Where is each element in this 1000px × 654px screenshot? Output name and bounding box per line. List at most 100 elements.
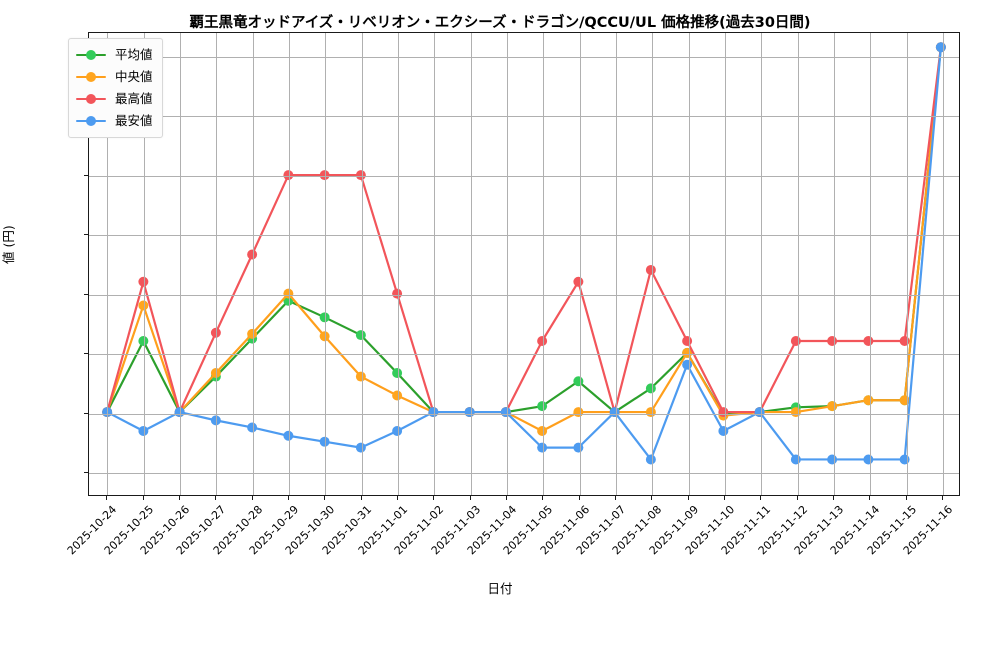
legend-marker-icon [76,115,106,127]
x-tick-mark [578,496,580,500]
x-tick-mark [832,496,834,500]
gridline-horizontal [89,473,959,475]
data-point [319,331,330,342]
gridline-horizontal [89,235,959,237]
legend-label: 最高値 [115,90,153,106]
series-line [106,46,942,416]
data-point [283,430,294,441]
x-tick-mark [614,496,616,500]
gridline-vertical [179,33,181,495]
data-point [609,407,620,418]
data-point [210,327,221,338]
data-point [319,312,330,323]
y-axis-label: 値 (円) [1,225,16,264]
data-point [827,336,838,346]
y-tick-mark [84,174,88,176]
x-tick-mark [505,496,507,500]
data-point [682,359,693,370]
plot-area [88,32,960,496]
gridline-horizontal [89,56,959,58]
data-point [682,347,693,358]
legend-label: 最安値 [115,112,153,128]
legend-label: 平均値 [115,46,153,62]
x-tick-mark [469,496,471,500]
data-point [537,426,548,437]
y-tick-mark [84,293,88,295]
legend-item-3[interactable]: 最安値 [76,110,153,132]
data-point [790,336,801,346]
gridline-vertical [615,33,617,495]
data-point [863,336,874,346]
x-tick-mark [142,496,144,500]
data-point [138,300,149,311]
data-point [718,426,729,437]
legend-item-1[interactable]: 中央値 [76,66,153,88]
gridline-vertical [361,33,363,495]
data-point [573,442,584,453]
data-point [247,328,258,339]
x-tick-mark [215,496,217,500]
data-point [899,336,910,346]
legend-item-0[interactable]: 平均値 [76,44,153,66]
x-tick-mark [542,496,544,500]
data-point [537,336,548,346]
gridline-vertical [143,33,145,495]
gridline-horizontal [89,354,959,356]
data-point [355,170,366,181]
gridline-vertical [288,33,290,495]
gridline-horizontal [89,175,959,177]
data-point [573,376,584,387]
data-point [573,407,584,418]
y-tick-mark [84,412,88,414]
data-point [573,276,584,287]
data-point [392,288,403,299]
data-point [283,170,294,181]
gridline-vertical [216,33,218,495]
legend-marker-icon [76,49,106,61]
data-point [138,336,149,346]
x-tick-mark [178,496,180,500]
x-tick-mark [324,496,326,500]
gridline-vertical [761,33,763,495]
gridline-vertical [579,33,581,495]
data-point [392,390,403,401]
series-3 [102,42,946,465]
gridline-vertical [724,33,726,495]
data-point [645,383,656,394]
gridline-vertical [325,33,327,495]
gridline-horizontal [89,116,959,118]
gridline-horizontal [89,294,959,296]
x-tick-mark [796,496,798,500]
gridline-vertical [107,33,109,495]
data-point [138,276,149,287]
chart-title: 覇王黒竜オッドアイズ・リベリオン・エクシーズ・ドラゴン/QCCU/UL 価格推移… [189,15,811,31]
gridline-vertical [397,33,399,495]
y-tick-mark [84,353,88,355]
series-line [106,46,942,433]
gridline-vertical [434,33,436,495]
data-point [790,454,801,465]
x-tick-mark [287,496,289,500]
series-0 [102,42,946,420]
gridline-vertical [942,33,944,495]
gridline-vertical [252,33,254,495]
x-tick-mark [433,496,435,500]
data-point [827,401,838,412]
data-point [754,407,765,418]
legend-item-2[interactable]: 最高値 [76,88,153,110]
price-history-chart: 覇王黒竜オッドアイズ・リベリオン・エクシーズ・ドラゴン/QCCU/UL 価格推移… [1,15,960,596]
data-point [210,415,221,426]
gridline-vertical [833,33,835,495]
data-point [645,407,656,418]
data-point [827,454,838,465]
gridline-vertical [470,33,472,495]
x-tick-mark [905,496,907,500]
x-tick-mark [869,496,871,500]
gridline-vertical [906,33,908,495]
series-2 [102,42,946,418]
data-point [645,454,656,465]
data-point [355,442,366,453]
data-point [392,426,403,437]
data-point [392,368,403,378]
x-tick-mark [687,496,689,500]
